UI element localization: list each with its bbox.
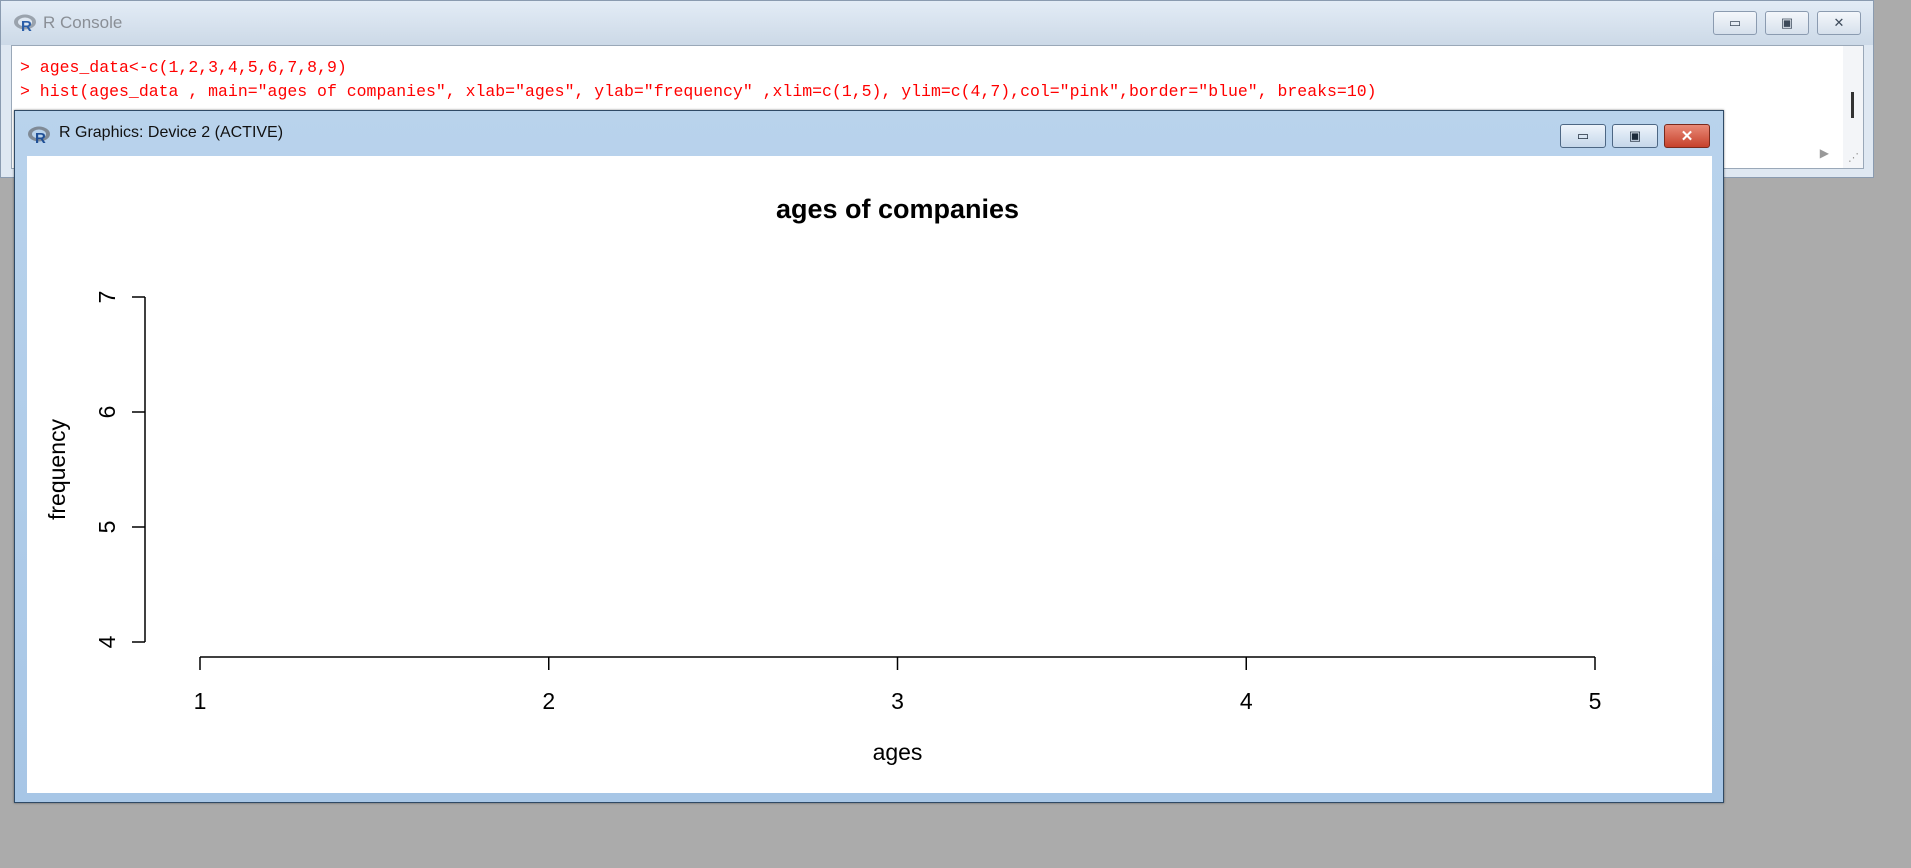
graphics-close-button[interactable]: ✕ <box>1664 124 1710 148</box>
svg-text:R: R <box>35 130 46 145</box>
y-tick-label: 4 <box>94 635 120 648</box>
y-tick-label: 6 <box>94 406 120 419</box>
close-icon: ✕ <box>1833 15 1845 30</box>
console-maximize-button[interactable]: ▣ <box>1765 11 1809 35</box>
console-line: > ages_data<-c(1,2,3,4,5,6,7,8,9) <box>20 58 347 77</box>
x-tick-label: 1 <box>194 688 207 714</box>
chart-title: ages of companies <box>776 194 1019 224</box>
x-tick-label: 2 <box>542 688 555 714</box>
r-logo-icon: R <box>28 126 50 145</box>
graphics-minimize-button[interactable]: ▭ <box>1560 124 1606 148</box>
r-graphics-window: R R Graphics: Device 2 (ACTIVE) ▭ ▣ ✕ ag… <box>14 110 1724 803</box>
console-scrollbar[interactable] <box>1843 46 1863 168</box>
minimize-icon: ▭ <box>1576 128 1590 143</box>
y-tick-label: 5 <box>94 521 120 534</box>
console-titlebar[interactable]: R R Console ▭ ▣ ✕ <box>1 1 1873 45</box>
scroll-right-arrow-icon[interactable]: ▶ <box>1819 146 1829 160</box>
minimize-icon: ▭ <box>1728 15 1742 30</box>
histogram-plot: ages of companies 1 2 3 4 5 ages 4 5 6 7 frequency <box>44 194 1602 765</box>
graphics-title: R Graphics: Device 2 (ACTIVE) <box>59 124 284 141</box>
x-tick-label: 3 <box>891 688 904 714</box>
maximize-icon: ▣ <box>1628 128 1642 143</box>
scrollbar-thumb[interactable] <box>1851 92 1854 118</box>
x-tick-label: 4 <box>1240 688 1253 714</box>
console-title: R Console <box>43 13 123 32</box>
console-close-button[interactable]: ✕ <box>1817 11 1861 35</box>
graphics-maximize-button[interactable]: ▣ <box>1612 124 1658 148</box>
console-minimize-button[interactable]: ▭ <box>1713 11 1757 35</box>
y-tick-label: 7 <box>94 291 120 304</box>
resize-grip-icon[interactable]: ⋰ <box>1848 152 1859 164</box>
close-icon: ✕ <box>1680 128 1694 145</box>
maximize-icon: ▣ <box>1780 15 1794 30</box>
x-axis-label: ages <box>873 739 923 765</box>
console-line: > hist(ages_data , main="ages of compani… <box>20 82 1377 101</box>
svg-text:R: R <box>21 18 32 33</box>
plot-area: ages of companies 1 2 3 4 5 ages 4 5 6 7 frequency <box>27 156 1712 793</box>
r-logo-icon: R <box>14 14 36 33</box>
x-tick-label: 5 <box>1589 688 1602 714</box>
y-axis-label: frequency <box>44 419 70 521</box>
graphics-titlebar[interactable]: R R Graphics: Device 2 (ACTIVE) ▭ ▣ ✕ <box>15 111 1723 155</box>
